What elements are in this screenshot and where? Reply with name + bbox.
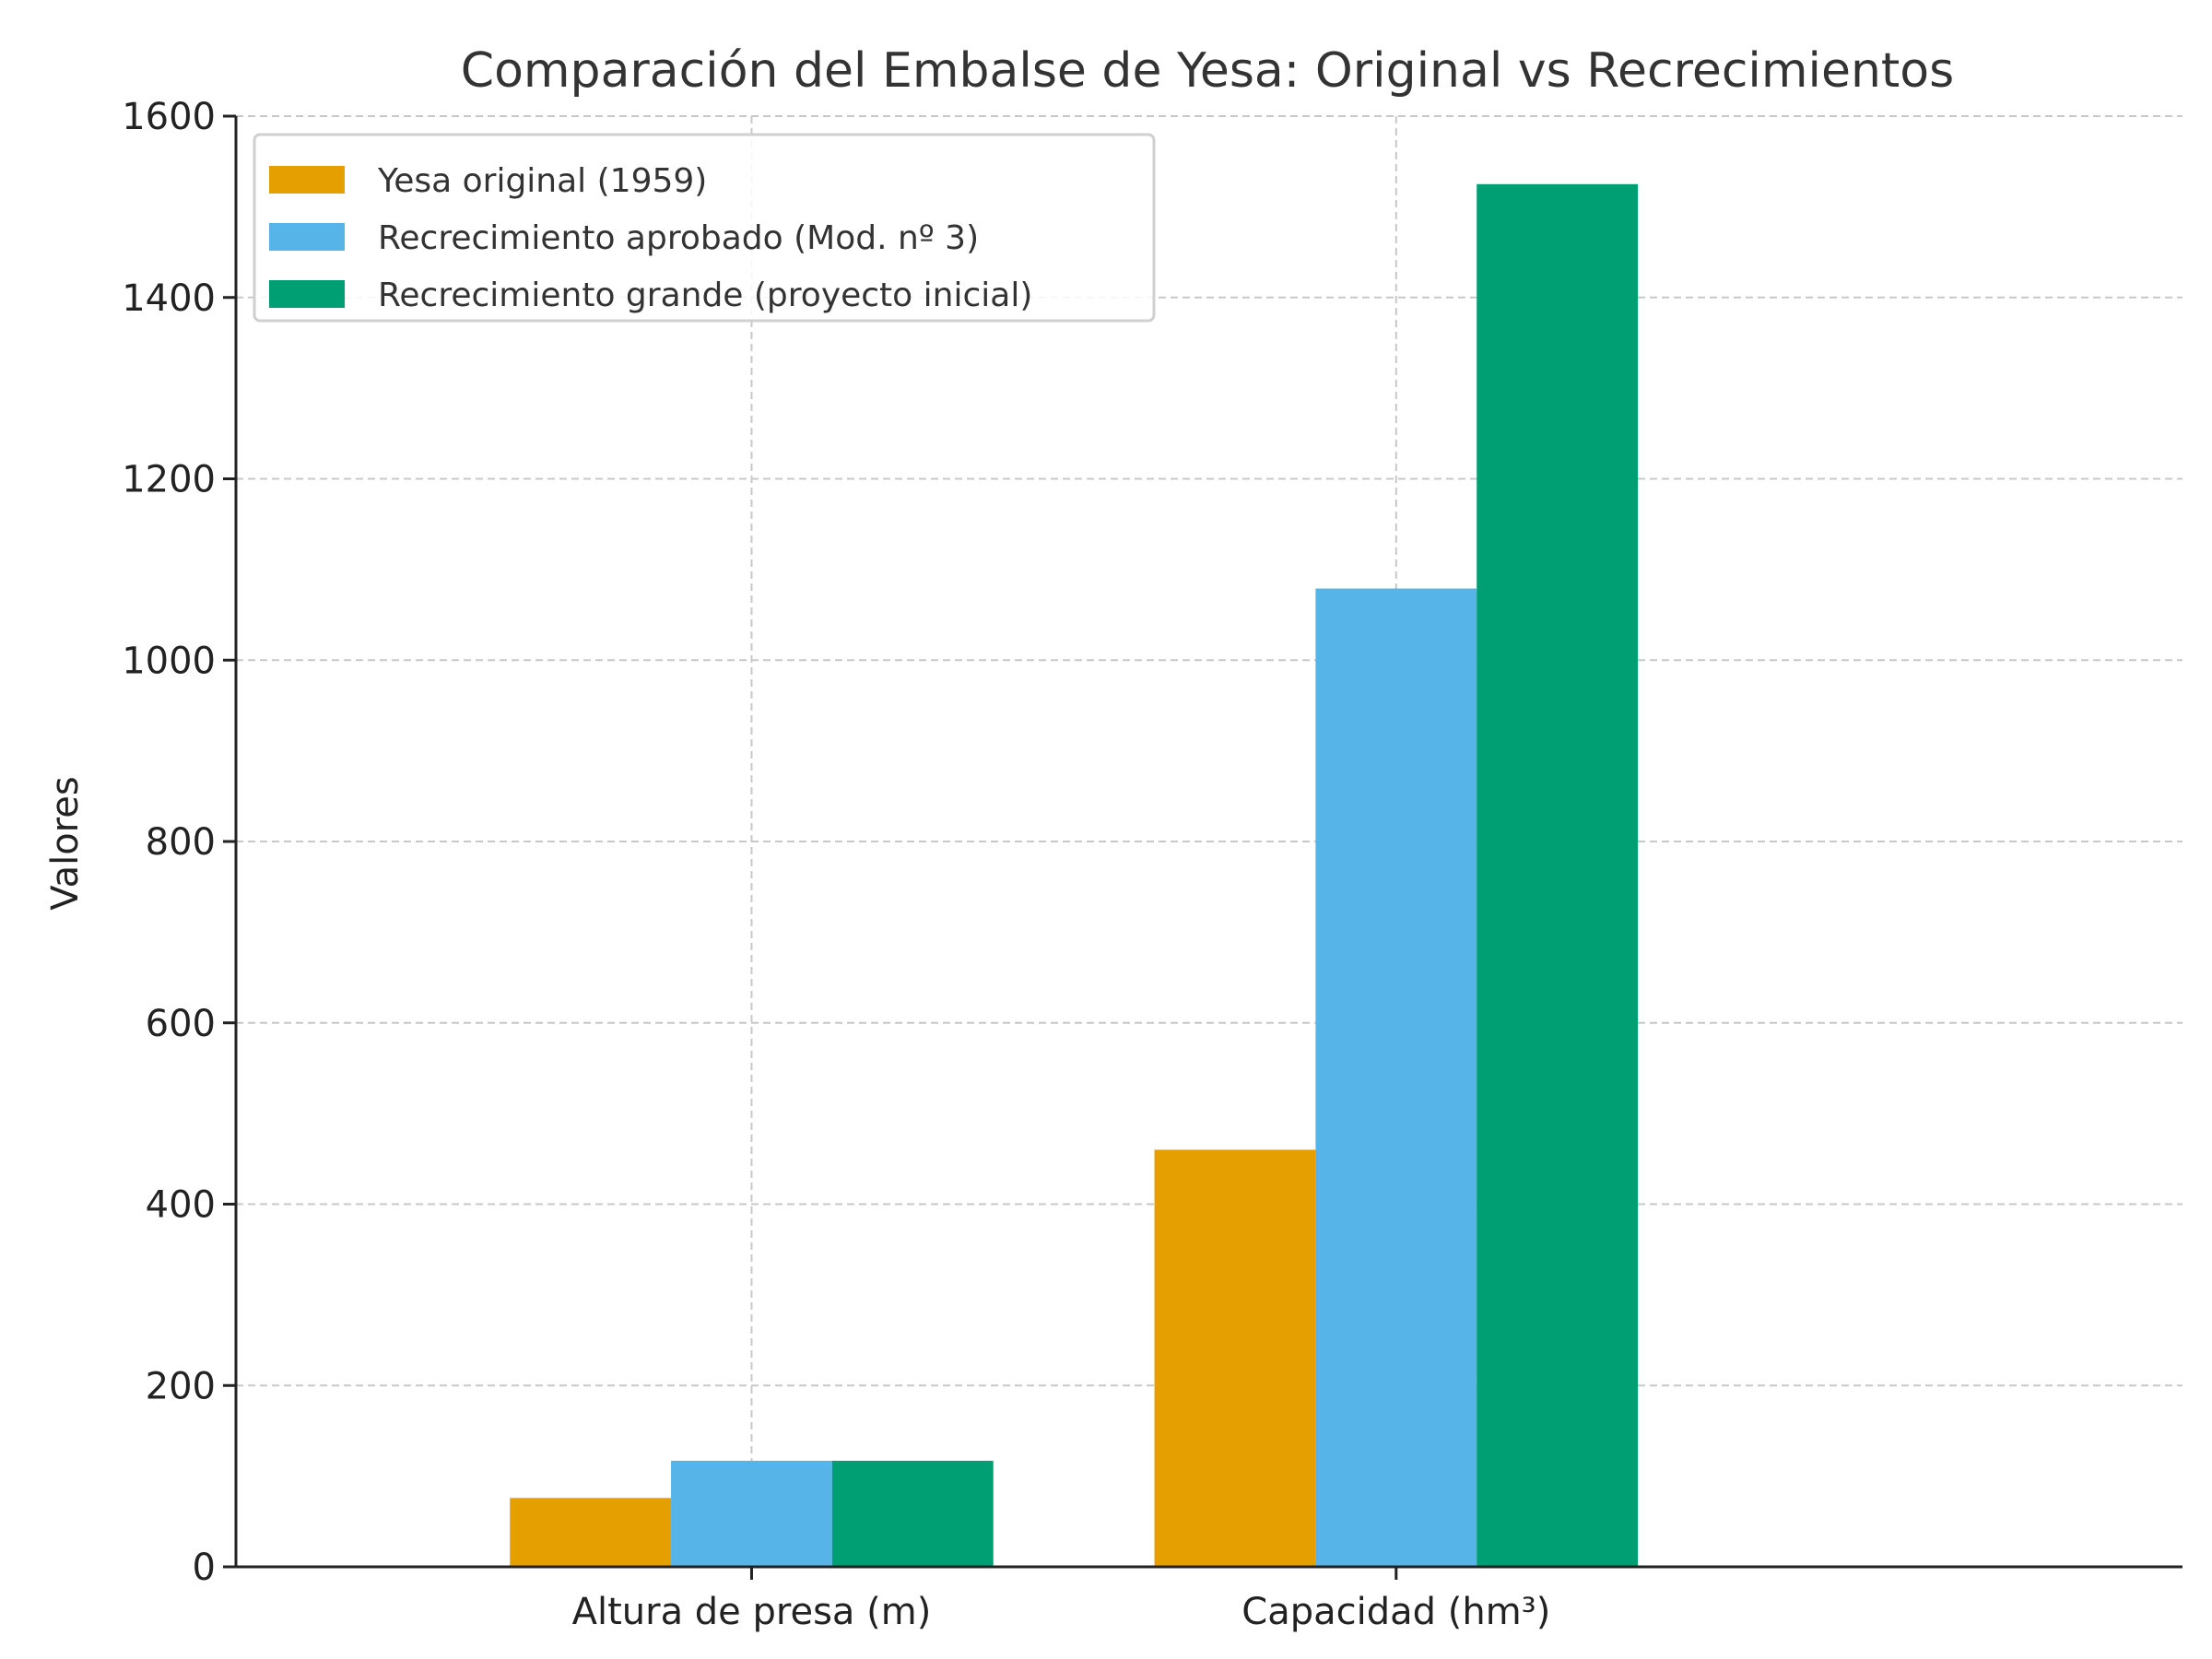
axes: 0 200 400 600 800 1000 1200 1400 1600 Altura de p…: [122, 96, 2183, 1633]
legend-swatch: [269, 280, 345, 308]
y-tick-label: 600: [146, 1003, 216, 1045]
legend-swatch: [269, 223, 345, 251]
bar: [671, 1460, 832, 1567]
x-tick-label: Capacidad (hm³): [1241, 1591, 1550, 1633]
legend-label: Recrecimiento grande (proyecto inicial): [378, 276, 1032, 314]
bar: [1315, 588, 1477, 1568]
y-tick-label: 1600: [122, 96, 216, 138]
bar: [510, 1498, 672, 1567]
legend-label: Recrecimiento aprobado (Mod. nº 3): [378, 219, 979, 257]
legend-label: Yesa original (1959): [377, 162, 707, 200]
x-tick-label: Altura de presa (m): [572, 1591, 932, 1633]
y-tick-label: 200: [146, 1365, 216, 1407]
bar: [1477, 183, 1639, 1567]
y-tick-label: 800: [146, 821, 216, 864]
bar: [831, 1460, 994, 1567]
bars: [510, 183, 1639, 1568]
y-tick-label: 1200: [122, 459, 216, 501]
y-tick-label: 1400: [122, 277, 216, 320]
legend-box: [253, 133, 1156, 323]
y-axis-label: Valores: [44, 776, 87, 910]
y-tick-label: 400: [146, 1184, 216, 1227]
y-tick-label: 0: [193, 1547, 216, 1589]
y-tick-label: 1000: [122, 640, 216, 682]
chart-title: Comparación del Embalse de Yesa: Origina…: [461, 43, 1954, 99]
legend: Yesa original (1959) Recrecimiento aproba…: [253, 133, 1156, 323]
legend-swatch: [269, 166, 345, 194]
bar: [1154, 1149, 1316, 1567]
